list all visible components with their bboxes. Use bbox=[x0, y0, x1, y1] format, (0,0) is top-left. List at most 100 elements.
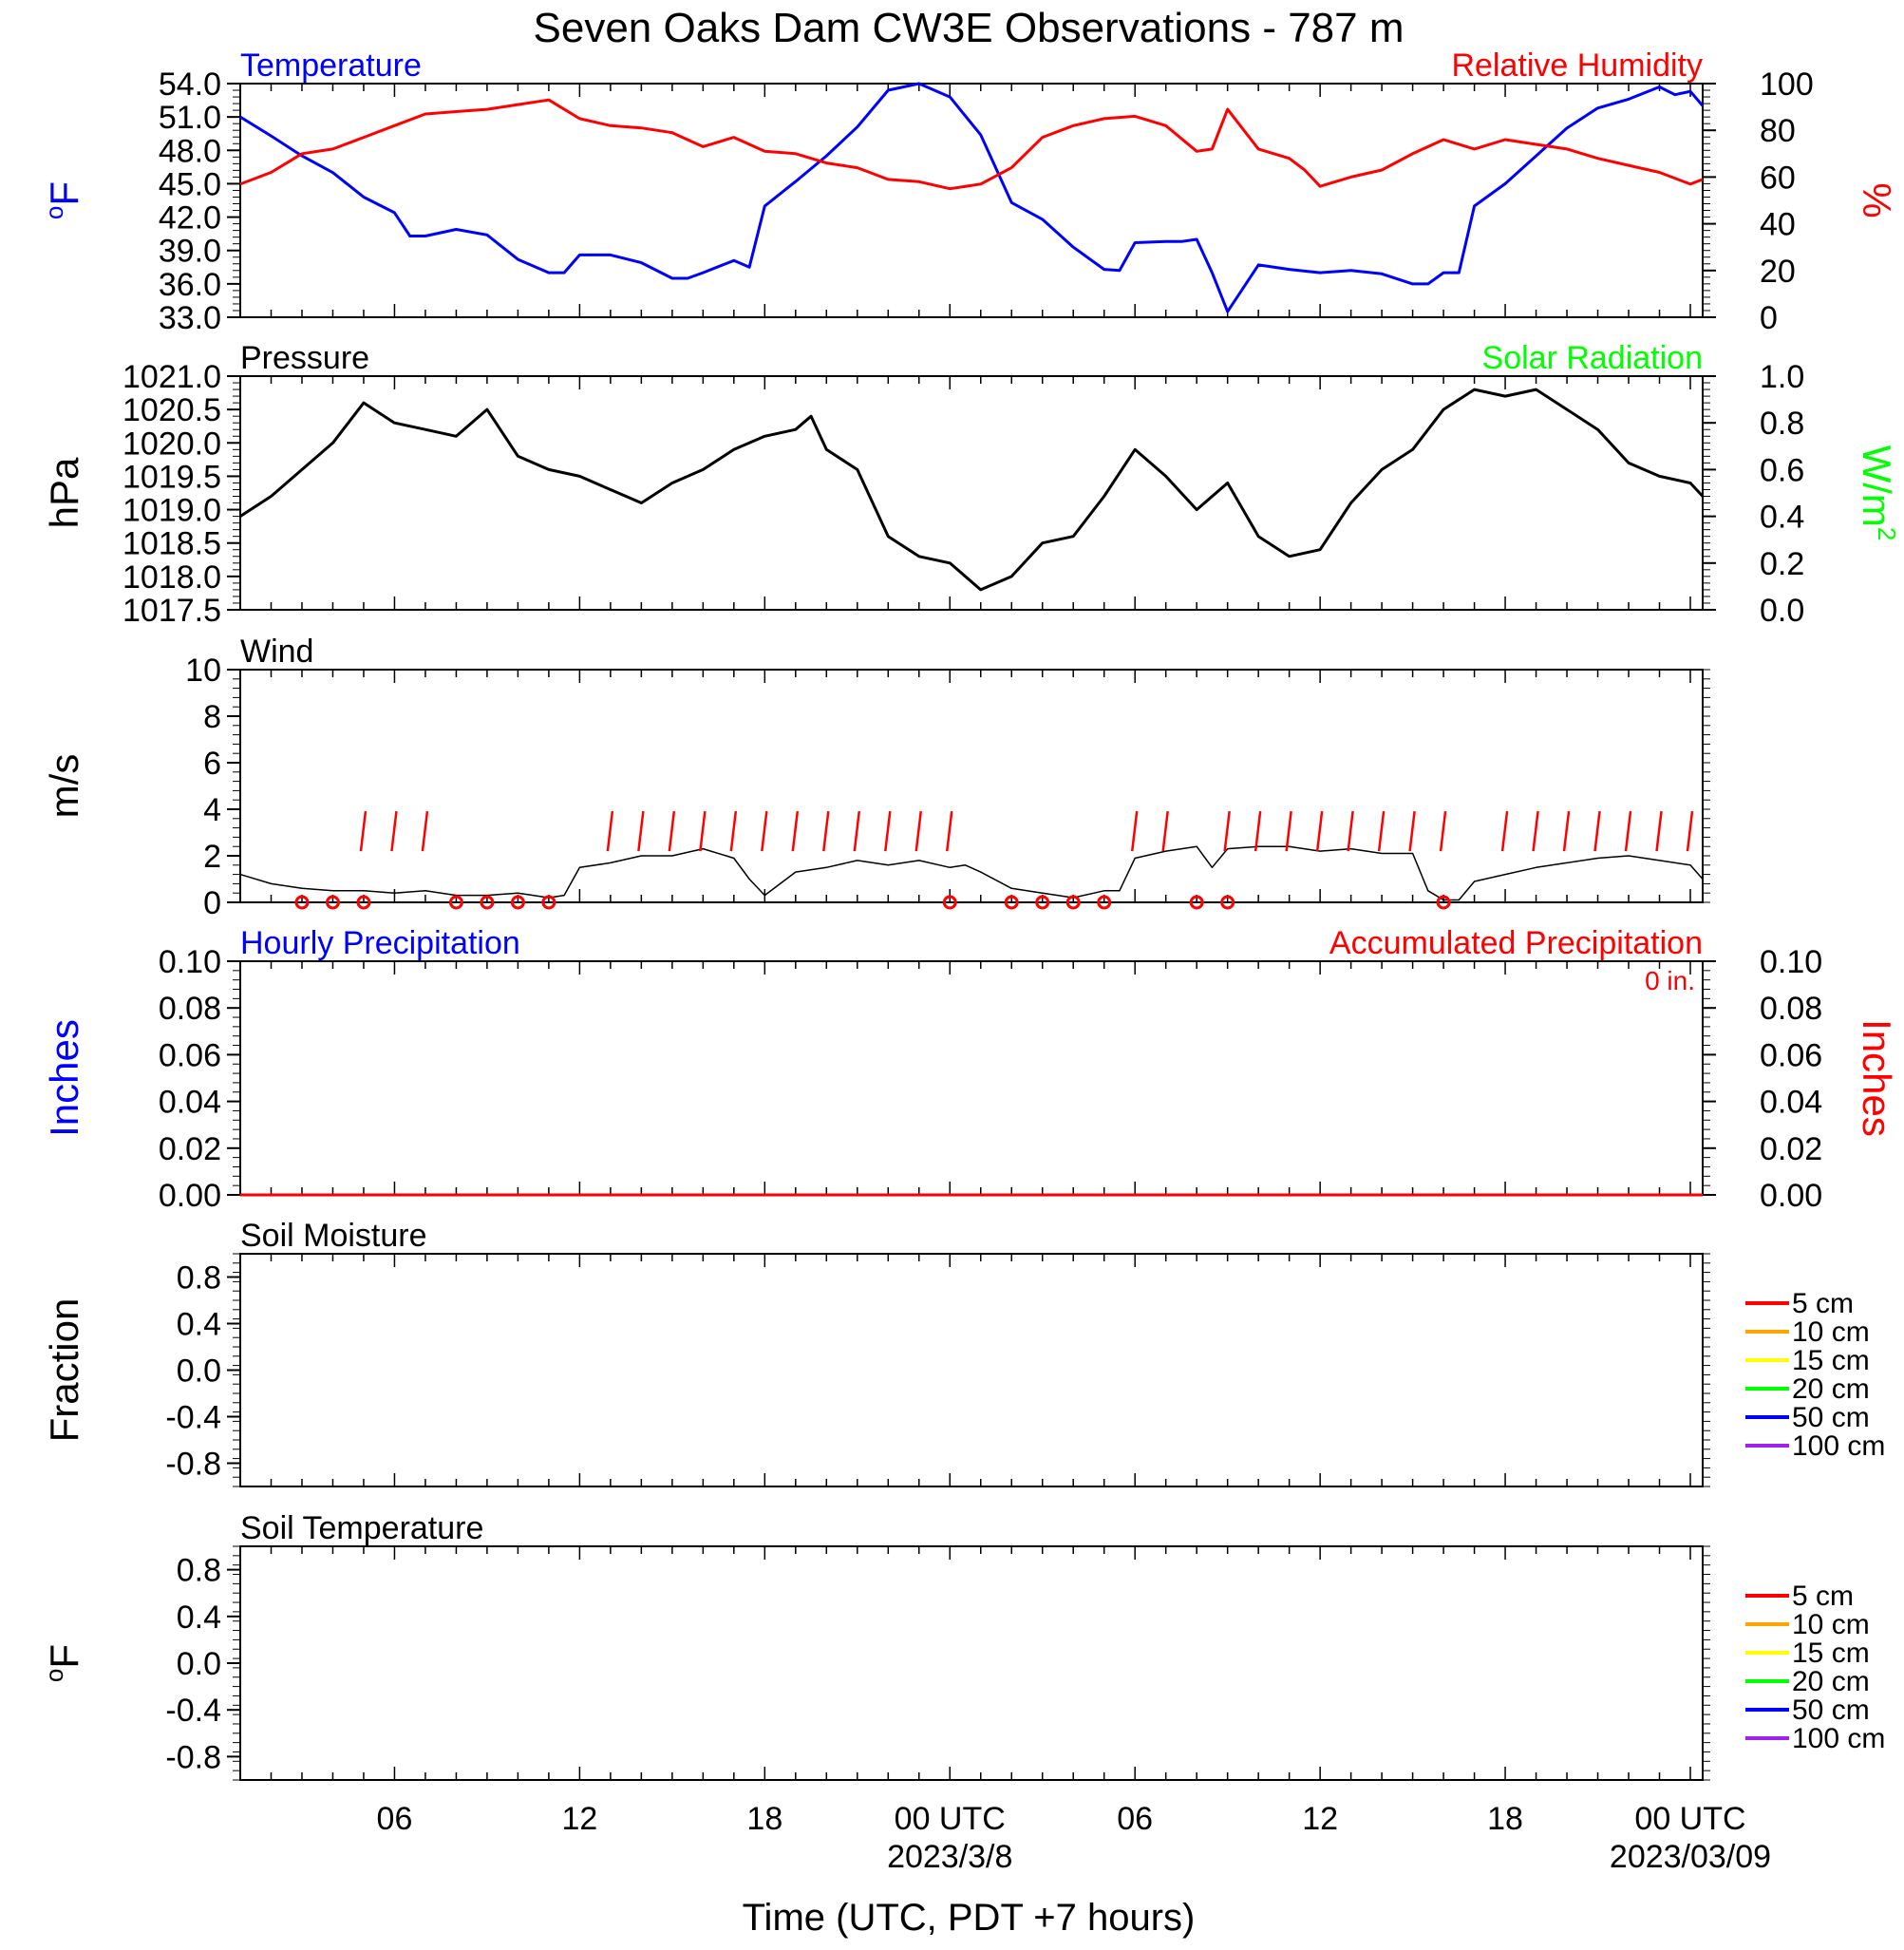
wind-barb bbox=[822, 810, 830, 852]
wind-barb bbox=[1655, 810, 1663, 852]
wind-barb bbox=[1285, 810, 1292, 852]
wind-barb bbox=[761, 810, 768, 852]
wind-barb bbox=[1347, 810, 1354, 852]
wind-barb bbox=[1130, 810, 1139, 852]
unit-superscript: o bbox=[40, 206, 68, 219]
calm-wind-circle bbox=[480, 895, 495, 910]
plot-frame bbox=[239, 960, 1704, 1196]
y-axis-label-right-text: % bbox=[1855, 182, 1899, 218]
wind-barb bbox=[946, 810, 953, 852]
y-tick-label-left: 0.06 bbox=[159, 1037, 221, 1073]
y-tick-label-left: -0.4 bbox=[165, 1693, 221, 1729]
y-tick-label-right: 0.08 bbox=[1760, 991, 1822, 1027]
y-tick-label-left: 1021.0 bbox=[123, 359, 221, 395]
y-tick-label-left: 33.0 bbox=[159, 300, 221, 336]
calm-wind-circle bbox=[541, 895, 556, 910]
panel-5: -0.8 -0.4 0.0 0.4 0.8 Soil Moisture Fraction 5 … bbox=[42, 1218, 1885, 1487]
y-axis-label-left-text: Inches bbox=[42, 1019, 86, 1137]
legend-label: 20 cm bbox=[1792, 1373, 1870, 1405]
plot-frame bbox=[239, 83, 1704, 318]
y-axis-label-left: Fraction bbox=[42, 1298, 86, 1443]
unit-base: W/m bbox=[1855, 445, 1899, 527]
y-tick-label-right: 40 bbox=[1760, 207, 1796, 243]
y-tick-label-left: 0.8 bbox=[177, 1553, 221, 1589]
unit-base: F bbox=[42, 1644, 86, 1669]
y-tick-label-right: 60 bbox=[1760, 160, 1796, 196]
legend-label: 50 cm bbox=[1792, 1402, 1870, 1433]
y-tick-label-left: 1019.0 bbox=[123, 493, 221, 529]
legend-label: 5 cm bbox=[1792, 1288, 1854, 1319]
y-tick-label-right: 0.04 bbox=[1760, 1085, 1822, 1121]
y-axis-label-left: hPa bbox=[42, 457, 86, 528]
calm-wind-circle bbox=[1004, 895, 1019, 910]
calm-wind-circle bbox=[448, 895, 463, 910]
wind-barb bbox=[390, 810, 398, 852]
y-tick-label-left: 54.0 bbox=[159, 66, 221, 103]
y-tick-label-right: 0.4 bbox=[1760, 500, 1804, 536]
x-date-label: 2023/03/09 bbox=[1610, 1839, 1771, 1875]
y-tick-label-left: -0.8 bbox=[165, 1739, 221, 1775]
panel-4: 0.00 0.02 0.04 0.06 0.08 0.10 0.00 0.02 0.04 0.06… bbox=[42, 925, 1899, 1214]
wind-barb bbox=[421, 810, 429, 852]
legend-label: 100 cm bbox=[1792, 1430, 1885, 1462]
y-tick-label-left: 36.0 bbox=[159, 267, 221, 303]
y-tick-label-left: 0.4 bbox=[177, 1600, 221, 1636]
legend-label: 100 cm bbox=[1792, 1723, 1885, 1754]
x-date-label: 2023/3/8 bbox=[887, 1839, 1012, 1875]
wind-barb bbox=[699, 810, 707, 852]
wind-barb bbox=[1686, 810, 1694, 852]
y-axis-label-right: W/m2 bbox=[1855, 445, 1901, 541]
y-tick-label-left: 0.04 bbox=[159, 1085, 221, 1121]
y-tick-label-right: 20 bbox=[1760, 254, 1796, 290]
plot-frame bbox=[239, 375, 1704, 611]
y-axis-label-left-text: m/s bbox=[42, 754, 86, 819]
wind-barb bbox=[668, 810, 676, 852]
y-axis-label-left: oF bbox=[40, 1644, 86, 1682]
wind-barb bbox=[359, 810, 368, 852]
x-tick-label: 06 bbox=[377, 1801, 413, 1837]
y-tick-label-right: 0.02 bbox=[1760, 1131, 1822, 1167]
panel-title-right: Accumulated Precipitation bbox=[1329, 925, 1703, 961]
panel-title-left: Temperature bbox=[240, 47, 422, 84]
wind-barb bbox=[884, 810, 892, 852]
calm-wind-circle bbox=[1436, 895, 1451, 910]
figure-title: Seven Oaks Dam CW3E Observations - 787 m bbox=[534, 5, 1404, 51]
wind-barb bbox=[1223, 810, 1231, 852]
calm-wind-circle bbox=[325, 895, 340, 910]
calm-wind-circle bbox=[510, 895, 525, 910]
x-tick-label: 12 bbox=[1302, 1801, 1338, 1837]
y-tick-label-right: 0.8 bbox=[1760, 406, 1804, 442]
panels: 33.036.039.042.045.048.051.054.002040608… bbox=[40, 47, 1901, 1781]
x-tick-label: 12 bbox=[561, 1801, 597, 1837]
calm-wind-circle bbox=[1189, 895, 1204, 910]
wind-barb bbox=[1532, 810, 1539, 852]
calm-wind-circle bbox=[1035, 895, 1050, 910]
panel-1: 33.036.039.042.045.048.051.054.0 0 20 40 60 8… bbox=[40, 47, 1899, 336]
series-line-pressure bbox=[239, 388, 1705, 592]
y-axis-label-left: m/s bbox=[42, 754, 86, 819]
wind-barb bbox=[1408, 810, 1416, 852]
wind-barb bbox=[1377, 810, 1386, 852]
panel-title-left: Soil Temperature bbox=[240, 1510, 483, 1546]
y-tick-label-right: 0.00 bbox=[1760, 1178, 1822, 1214]
y-tick-label-right: 100 bbox=[1760, 66, 1814, 103]
y-tick-label-left: 4 bbox=[203, 792, 221, 828]
unit-base: F bbox=[42, 181, 86, 206]
plot-frame bbox=[239, 1253, 1704, 1487]
panel-title-left: Wind bbox=[240, 634, 313, 670]
panel-title-left: Soil Moisture bbox=[240, 1218, 427, 1254]
y-tick-label-left: 51.0 bbox=[159, 100, 221, 136]
series-line-wind bbox=[239, 845, 1704, 901]
y-tick-label-right: 0.0 bbox=[1760, 593, 1804, 629]
wind-barb bbox=[791, 810, 800, 852]
wind-barb bbox=[1562, 810, 1571, 852]
y-tick-label-left: 2 bbox=[203, 839, 221, 875]
unit-superscript: 2 bbox=[1873, 527, 1901, 540]
x-tick-label: 00 UTC bbox=[1634, 1801, 1745, 1837]
y-tick-label-left: 6 bbox=[203, 746, 221, 782]
y-tick-label-left: 0.4 bbox=[177, 1307, 221, 1343]
calm-wind-circle bbox=[1220, 895, 1235, 910]
y-axis-label-right-text: Inches bbox=[1855, 1019, 1899, 1137]
